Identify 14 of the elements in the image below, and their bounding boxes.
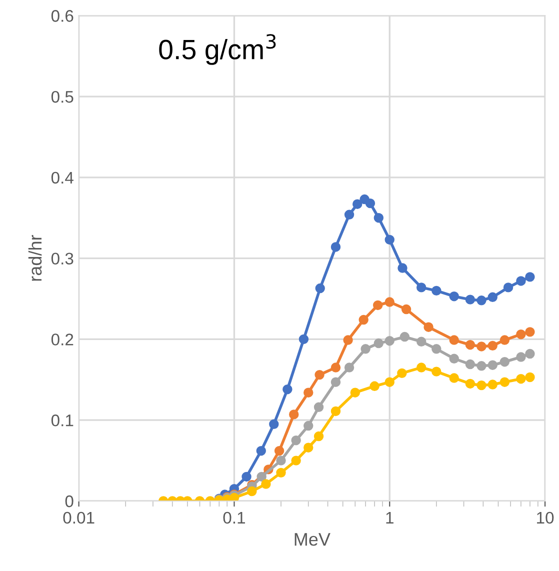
- x-tick-label: 1: [386, 512, 394, 524]
- x-tick-label: 0.01: [63, 512, 94, 524]
- x-tick-label: 10: [537, 512, 554, 524]
- y-tick-label: 0: [65, 495, 74, 508]
- y-tick-label: 0.1: [51, 414, 74, 426]
- y-tick-label: 0.2: [51, 334, 74, 346]
- annotation: 0.5 g/cm$^{3}$: [159, 34, 276, 65]
- y-tick-label: 0.6: [51, 10, 74, 22]
- y-axis-title: rad/hr: [28, 235, 42, 281]
- x-axis-title: MeV: [294, 533, 330, 546]
- y-tick-label: 0.5: [51, 90, 74, 103]
- y-tick-label: 0.4: [51, 172, 74, 184]
- x-tick-label: 0.1: [223, 512, 245, 524]
- y-tick-label: 0.3: [51, 252, 74, 265]
